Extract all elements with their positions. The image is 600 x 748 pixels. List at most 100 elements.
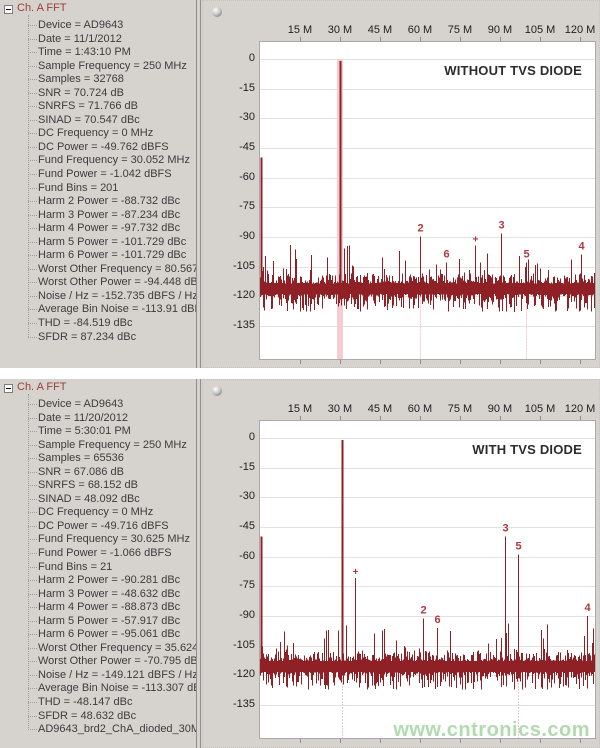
fft-plot-area[interactable]: +2 6 3 5 4 WITH TVS DIODE: [259, 420, 596, 739]
tree-collapse-icon[interactable]: [4, 5, 13, 14]
tree-item-label: SNRFS = 71.766 dB: [38, 100, 138, 113]
chart-region: 15 M 30 M 45 M 60 M 75 M 90 M 105 M 120 M 0 -15 -3…: [202, 379, 600, 748]
fft-plot-area[interactable]: 2 6 +3 5 4 WITHOUT TVS DIODE: [259, 41, 596, 360]
tree-items: Device = AD9643 Date = 11/1/2012 Time = 1:…: [0, 19, 196, 344]
tree-branch-dash: [28, 214, 37, 216]
tree-root-item[interactable]: Ch. A FFT: [17, 381, 67, 393]
tree-item[interactable]: Worst Other Frequency = 80.567 MHz: [0, 263, 196, 277]
tree-item[interactable]: SNR = 70.724 dB: [0, 87, 196, 101]
tree-item[interactable]: Fund Power = -1.066 dBFS: [0, 547, 196, 561]
tree-branch-dash: [28, 174, 37, 176]
tree-item[interactable]: Time = 1:43:10 PM: [0, 46, 196, 60]
y-tick-label: 0: [248, 52, 255, 64]
tree-item[interactable]: SNR = 67.086 dB: [0, 466, 196, 480]
tree-item-label: Average Bin Noise = -113.307 dBFS: [38, 682, 196, 695]
tree-item[interactable]: Fund Bins = 201: [0, 182, 196, 196]
tree-item[interactable]: AD9643_brd2_ChA_dioded_30M_9p27d: [0, 723, 196, 737]
tree-item-label: Time = 1:43:10 PM: [38, 46, 131, 59]
y-tick-label: -105: [232, 638, 255, 651]
tree-item[interactable]: Worst Other Power = -70.795 dBFS: [0, 655, 196, 669]
tree-item-label: Worst Other Power = -94.448 dBFS: [38, 276, 196, 289]
axis-tick-mark: [580, 360, 581, 364]
panel-splitter[interactable]: [196, 0, 201, 368]
fft-spectrum-canvas: +26 35 4: [260, 438, 595, 738]
tree-root-item[interactable]: Ch. A FFT: [17, 2, 67, 14]
tree-item[interactable]: Sample Frequency = 250 MHz: [0, 439, 196, 453]
tree-item[interactable]: Date = 11/20/2012: [0, 412, 196, 426]
y-tick-label: -60: [239, 170, 255, 183]
tree-item[interactable]: THD = -48.147 dBc: [0, 696, 196, 710]
tree-item[interactable]: SINAD = 70.547 dBc: [0, 114, 196, 128]
axis-tick-mark: [380, 739, 381, 743]
tree-item[interactable]: Fund Frequency = 30.052 MHz: [0, 154, 196, 168]
tree-item[interactable]: Sample Frequency = 250 MHz: [0, 60, 196, 74]
y-tick-label: -105: [232, 259, 255, 272]
y-tick-label: -15: [239, 460, 255, 473]
tree-item[interactable]: Date = 11/1/2012: [0, 33, 196, 47]
tree-item-label: Fund Frequency = 30.625 MHz: [38, 533, 190, 546]
tree-branch-dash: [28, 92, 37, 94]
tree-item-label: SINAD = 48.092 dBc: [38, 492, 140, 505]
plot-title: WITHOUT TVS DIODE: [444, 63, 582, 78]
tree-item-label: Sample Frequency = 250 MHz: [38, 59, 187, 72]
tree-item[interactable]: Worst Other Frequency = 35.624 MHz: [0, 642, 196, 656]
tree-item[interactable]: Harm 5 Power = -101.729 dBc: [0, 236, 196, 250]
tree-item-label: Harm 2 Power = -90.281 dBc: [38, 574, 181, 587]
tree-item[interactable]: DC Power = -49.762 dBFS: [0, 141, 196, 155]
tree-item[interactable]: Harm 3 Power = -87.234 dBc: [0, 209, 196, 223]
tree-item[interactable]: Noise / Hz = -149.121 dBFS / Hz: [0, 669, 196, 683]
x-tick-label: 45 M: [367, 24, 393, 36]
axis-tick-mark: [340, 739, 341, 743]
tree-item[interactable]: Device = AD9643: [0, 398, 196, 412]
tree-item[interactable]: DC Power = -49.716 dBFS: [0, 520, 196, 534]
tree-item[interactable]: Average Bin Noise = -113.307 dBFS: [0, 682, 196, 696]
axis-tick-mark: [500, 739, 501, 743]
panel-splitter[interactable]: [196, 379, 201, 748]
tree-items: Device = AD9643 Date = 11/20/2012 Time = 5…: [0, 398, 196, 737]
tree-item[interactable]: Worst Other Power = -94.448 dBFS: [0, 276, 196, 290]
axis-tick-mark: [300, 37, 301, 41]
tree-item[interactable]: Harm 4 Power = -88.873 dBc: [0, 601, 196, 615]
tree-branch-dash: [28, 498, 37, 500]
tree-item[interactable]: SINAD = 48.092 dBc: [0, 493, 196, 507]
tree-item[interactable]: Fund Power = -1.042 dBFS: [0, 168, 196, 182]
y-tick-label: -45: [239, 141, 255, 153]
tree-item-label: Fund Frequency = 30.052 MHz: [38, 154, 190, 167]
tree-item[interactable]: DC Frequency = 0 MHz: [0, 127, 196, 141]
tree-item[interactable]: Harm 6 Power = -101.729 dBc: [0, 249, 196, 263]
tree-item[interactable]: Samples = 32768: [0, 73, 196, 87]
tree-item[interactable]: Average Bin Noise = -113.91 dBFS: [0, 303, 196, 317]
x-tick-label: 105 M: [524, 24, 556, 36]
tree-item[interactable]: Harm 2 Power = -90.281 dBc: [0, 574, 196, 588]
tree-item[interactable]: THD = -84.519 dBc: [0, 317, 196, 331]
tree-branch-dash: [28, 729, 37, 731]
tree-item-label: Harm 6 Power = -95.061 dBc: [38, 628, 181, 641]
tree-item[interactable]: SNRFS = 71.766 dB: [0, 100, 196, 114]
tree-item[interactable]: Harm 4 Power = -97.732 dBc: [0, 222, 196, 236]
tree-item[interactable]: Harm 6 Power = -95.061 dBc: [0, 628, 196, 642]
tree-item[interactable]: SFDR = 48.632 dBc: [0, 710, 196, 724]
tree-branch-dash: [28, 106, 37, 108]
x-tick-label: 120 M: [564, 24, 596, 36]
tree-item[interactable]: Time = 5:30:01 PM: [0, 425, 196, 439]
tree-item[interactable]: SFDR = 87.234 dBc: [0, 331, 196, 345]
axis-tick-mark: [340, 416, 341, 420]
tree-branch-dash: [28, 458, 37, 460]
tree-item[interactable]: Noise / Hz = -152.735 dBFS / Hz: [0, 290, 196, 304]
tree-item[interactable]: Samples = 65536: [0, 452, 196, 466]
fft-settings-tree: Ch. A FFT Device = AD9643 Date = 11/20/20…: [0, 379, 196, 748]
sphere-icon: [212, 386, 222, 396]
tree-item[interactable]: Harm 5 Power = -57.917 dBc: [0, 615, 196, 629]
tree-item[interactable]: Device = AD9643: [0, 19, 196, 33]
x-tick-label: 30 M: [327, 403, 353, 415]
tree-item[interactable]: Harm 3 Power = -48.632 dBc: [0, 588, 196, 602]
svg-text:+: +: [353, 567, 359, 578]
tree-item[interactable]: SNRFS = 68.152 dB: [0, 479, 196, 493]
tree-item[interactable]: Fund Bins = 21: [0, 561, 196, 575]
tree-item[interactable]: Harm 2 Power = -88.732 dBc: [0, 195, 196, 209]
tree-item[interactable]: DC Frequency = 0 MHz: [0, 506, 196, 520]
tree-collapse-icon[interactable]: [4, 384, 13, 393]
tree-item[interactable]: Fund Frequency = 30.625 MHz: [0, 533, 196, 547]
tree-branch-dash: [28, 580, 37, 582]
tree-branch-dash: [28, 647, 37, 649]
